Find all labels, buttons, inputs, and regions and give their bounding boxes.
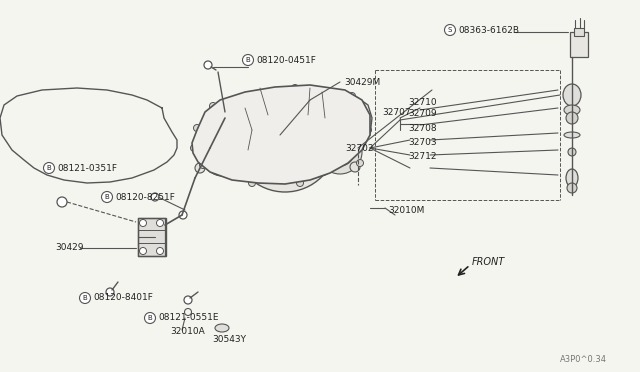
- Bar: [574, 28, 584, 36]
- Circle shape: [140, 219, 147, 227]
- Text: 32010A: 32010A: [170, 327, 205, 337]
- Circle shape: [566, 112, 578, 124]
- Circle shape: [204, 61, 212, 69]
- Circle shape: [44, 163, 54, 173]
- Text: B: B: [83, 295, 88, 301]
- Circle shape: [296, 180, 303, 186]
- Circle shape: [568, 148, 576, 156]
- Circle shape: [350, 162, 360, 172]
- Text: 32703: 32703: [408, 138, 436, 147]
- Circle shape: [349, 93, 355, 99]
- Text: 08120-0451F: 08120-0451F: [256, 55, 316, 64]
- Text: 08120-8251F: 08120-8251F: [115, 192, 175, 202]
- Circle shape: [365, 126, 371, 134]
- Circle shape: [79, 292, 90, 304]
- Ellipse shape: [563, 84, 581, 106]
- Text: 32702: 32702: [345, 144, 374, 153]
- Circle shape: [102, 192, 113, 202]
- Text: S: S: [448, 27, 452, 33]
- Circle shape: [140, 247, 147, 254]
- Text: 08120-8401F: 08120-8401F: [93, 294, 153, 302]
- Circle shape: [247, 102, 323, 178]
- Ellipse shape: [215, 324, 229, 332]
- Text: B: B: [148, 315, 152, 321]
- Circle shape: [57, 197, 67, 207]
- Ellipse shape: [564, 105, 580, 115]
- Circle shape: [193, 125, 200, 131]
- Text: 32710: 32710: [408, 97, 436, 106]
- Circle shape: [157, 247, 163, 254]
- Circle shape: [248, 180, 255, 186]
- Text: 32709: 32709: [408, 109, 436, 118]
- Circle shape: [184, 296, 192, 304]
- Text: 32707: 32707: [382, 108, 411, 116]
- Ellipse shape: [564, 132, 580, 138]
- Circle shape: [106, 288, 114, 296]
- Circle shape: [318, 130, 362, 174]
- Text: B: B: [47, 165, 51, 171]
- Circle shape: [211, 147, 233, 169]
- Circle shape: [567, 183, 577, 193]
- Polygon shape: [192, 85, 370, 184]
- Text: B: B: [104, 194, 109, 200]
- Text: 08121-0551E: 08121-0551E: [158, 314, 218, 323]
- Circle shape: [291, 84, 298, 92]
- Circle shape: [233, 88, 337, 192]
- Text: 32010M: 32010M: [388, 205, 424, 215]
- Text: 30429M: 30429M: [344, 77, 380, 87]
- Circle shape: [157, 219, 163, 227]
- Text: 32712: 32712: [408, 151, 436, 160]
- Circle shape: [204, 140, 240, 176]
- Bar: [138, 218, 166, 256]
- Text: B: B: [246, 57, 250, 63]
- Circle shape: [224, 108, 232, 116]
- Circle shape: [326, 138, 354, 166]
- Text: 30543Y: 30543Y: [212, 336, 246, 344]
- Circle shape: [263, 118, 307, 162]
- Circle shape: [353, 113, 363, 123]
- Text: 32708: 32708: [408, 124, 436, 132]
- Circle shape: [179, 211, 187, 219]
- Circle shape: [145, 312, 156, 324]
- Text: 08121-0351F: 08121-0351F: [57, 164, 117, 173]
- Circle shape: [191, 144, 198, 151]
- Ellipse shape: [566, 169, 578, 187]
- Circle shape: [210, 108, 220, 118]
- Circle shape: [243, 55, 253, 65]
- Text: 30429: 30429: [55, 244, 83, 253]
- Circle shape: [200, 161, 207, 169]
- Text: FRONT: FRONT: [472, 257, 505, 267]
- Circle shape: [356, 160, 364, 167]
- Circle shape: [151, 193, 159, 201]
- Bar: [570, 32, 588, 57]
- Circle shape: [209, 103, 216, 109]
- Circle shape: [445, 25, 456, 35]
- Circle shape: [195, 163, 205, 173]
- Text: A3P0^0.34: A3P0^0.34: [560, 356, 607, 365]
- Text: 08363-6162B: 08363-6162B: [458, 26, 519, 35]
